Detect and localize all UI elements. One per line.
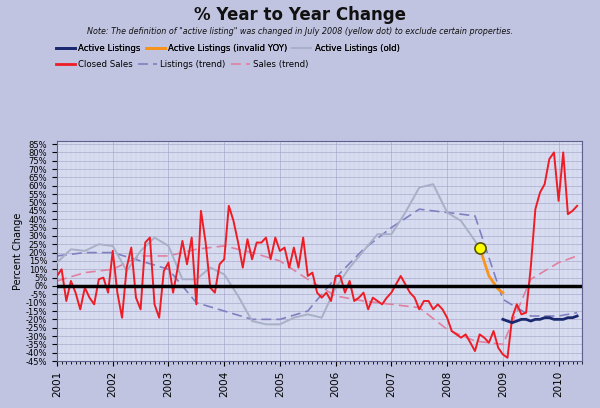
Text: % Year to Year Change: % Year to Year Change [194, 6, 406, 24]
Y-axis label: Percent Change: Percent Change [13, 212, 23, 290]
Legend: Active Listings, Active Listings (invalid YOY), Active Listings (old): Active Listings, Active Listings (invali… [52, 41, 403, 57]
Legend: Closed Sales, Listings (trend), Sales (trend): Closed Sales, Listings (trend), Sales (t… [52, 57, 312, 72]
Text: Note: The definition of "active listing" was changed in July 2008 (yellow dot) t: Note: The definition of "active listing"… [87, 27, 513, 35]
